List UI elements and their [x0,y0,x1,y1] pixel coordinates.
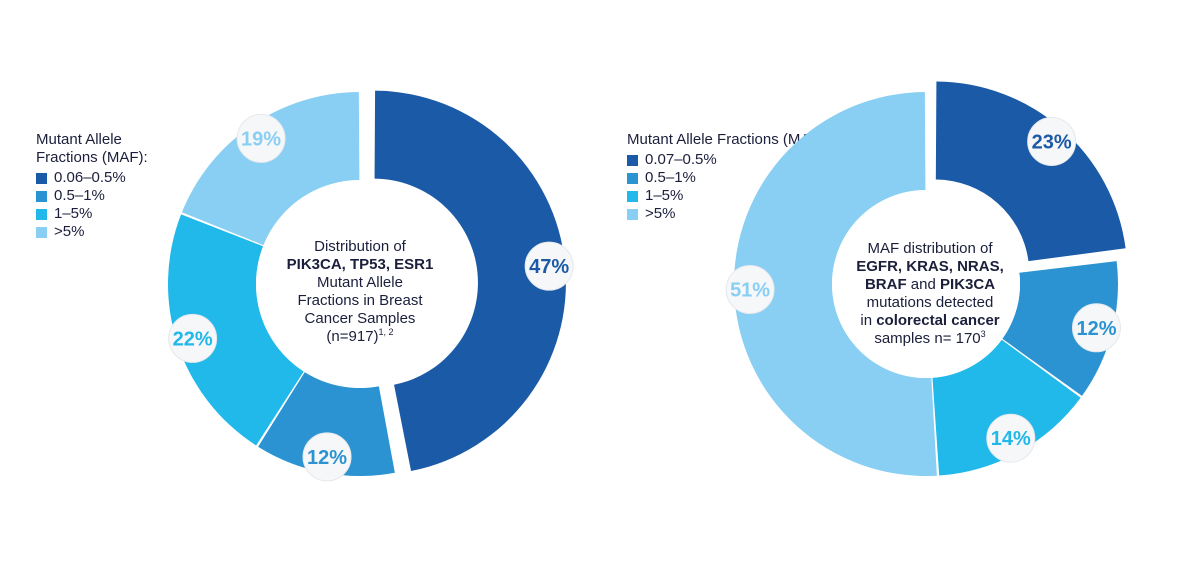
legend-right: Mutant Allele Fractions (MAF): 0.07–0.5%… [627,131,829,223]
slice-value-label: 51% [730,280,770,302]
slice-value-label: 22% [173,328,213,350]
center-line: Mutant Allele [317,274,403,291]
center-line: Fractions in Breast [297,292,423,309]
center-label-right: MAF distribution of EGFR, KRAS, NRAS, BR… [835,240,1025,348]
label-bubble [168,313,218,363]
center-sup: 3 [980,329,986,339]
center-line: BRAF and PIK3CA [835,276,1025,294]
slice-label: 12% [302,432,352,482]
legend-title: Mutant Allele Fractions (MAF): [36,131,148,166]
legend-title: Mutant Allele Fractions (MAF): [627,131,829,148]
slice-label: 51% [725,265,775,315]
legend-left: Mutant Allele Fractions (MAF): 0.06–0.5%… [36,131,156,241]
label-bubble [986,413,1036,463]
label-bubble [725,265,775,315]
center-line: mutations detected [866,294,994,311]
center-line: Distribution of [314,238,406,255]
legend-swatch [36,190,47,202]
center-line-text: and [906,276,941,293]
center-line: Cancer Samples [304,310,416,327]
center-line-bold: colorectal cancer [876,312,1000,329]
center-line-text: samples n= 170 [874,330,981,347]
slice-label: 19% [236,113,286,163]
donut-hole [832,190,1020,378]
pie-slice [181,92,360,246]
pie-slice [258,372,395,476]
legend-item: 0.06–0.5% [36,169,156,187]
legend-item: 0.07–0.5% [627,151,829,169]
center-line: MAF distribution of [867,240,993,257]
legend-item: 1–5% [36,205,156,223]
slice-label: 22% [168,313,218,363]
legend-item: 0.5–1% [627,169,829,187]
slice-value-label: 47% [529,256,569,278]
pie-slice [734,92,937,477]
legend-label: >5% [645,205,676,222]
legend-swatch [627,190,638,202]
legend-label: 0.06–0.5% [54,169,126,186]
center-line: samples n= 1703 [835,330,1025,348]
pie-slice [374,90,566,472]
legend-item: 0.5–1% [36,187,156,205]
legend-label: 1–5% [645,187,684,204]
slice-value-label: 14% [991,428,1031,450]
legend-swatch [36,208,47,220]
legend-item: >5% [627,205,829,223]
slice-value-label: 23% [1032,131,1072,153]
center-line-bold: PIK3CA [940,276,996,293]
legend-swatch [36,226,47,238]
legend-swatch [36,172,47,184]
center-line-bold: EGFR, KRAS, NRAS, [856,258,1004,275]
legend-swatch [627,154,638,166]
center-label-left: Distribution of PIK3CA, TP53, ESR1 Mutan… [270,238,450,346]
center-line-bold: PIK3CA, TP53, ESR1 [286,256,434,273]
legend-label: 0.5–1% [645,169,696,186]
center-line-text: (n=917) [326,328,379,345]
legend-label: 1–5% [54,205,93,222]
slice-label: 47% [524,241,574,291]
center-line-bold: BRAF [864,276,907,293]
label-bubble [1071,303,1121,353]
pie-slice [167,214,304,446]
slice-label: 23% [1027,116,1077,166]
donut-hole [256,180,464,388]
legend-swatch [627,172,638,184]
center-line: in colorectal cancer [835,312,1025,330]
center-line: (n=917)1, 2 [270,328,450,346]
slice-label: 12% [1071,303,1121,353]
legend-label: 0.5–1% [54,187,105,204]
center-line: PIK3CA, TP53, ESR1 [270,256,450,274]
label-bubble [302,432,352,482]
slice-value-label: 12% [1076,318,1116,340]
label-bubble [524,241,574,291]
label-bubble [1027,116,1077,166]
legend-label: >5% [54,223,85,240]
center-line: EGFR, KRAS, NRAS, [835,258,1025,276]
pie-slice [932,339,1081,476]
legend-label: 0.07–0.5% [645,151,717,168]
slice-value-label: 12% [307,447,347,469]
slice-value-label: 19% [241,128,281,150]
slice-label: 14% [986,413,1036,463]
center-line-text: in [860,312,877,329]
legend-swatch [627,208,638,220]
label-bubble [236,113,286,163]
legend-item: >5% [36,223,156,241]
center-sup: 1, 2 [378,327,394,337]
pie-slice [935,81,1126,262]
legend-item: 1–5% [627,187,829,205]
pie-slice [1002,261,1118,396]
